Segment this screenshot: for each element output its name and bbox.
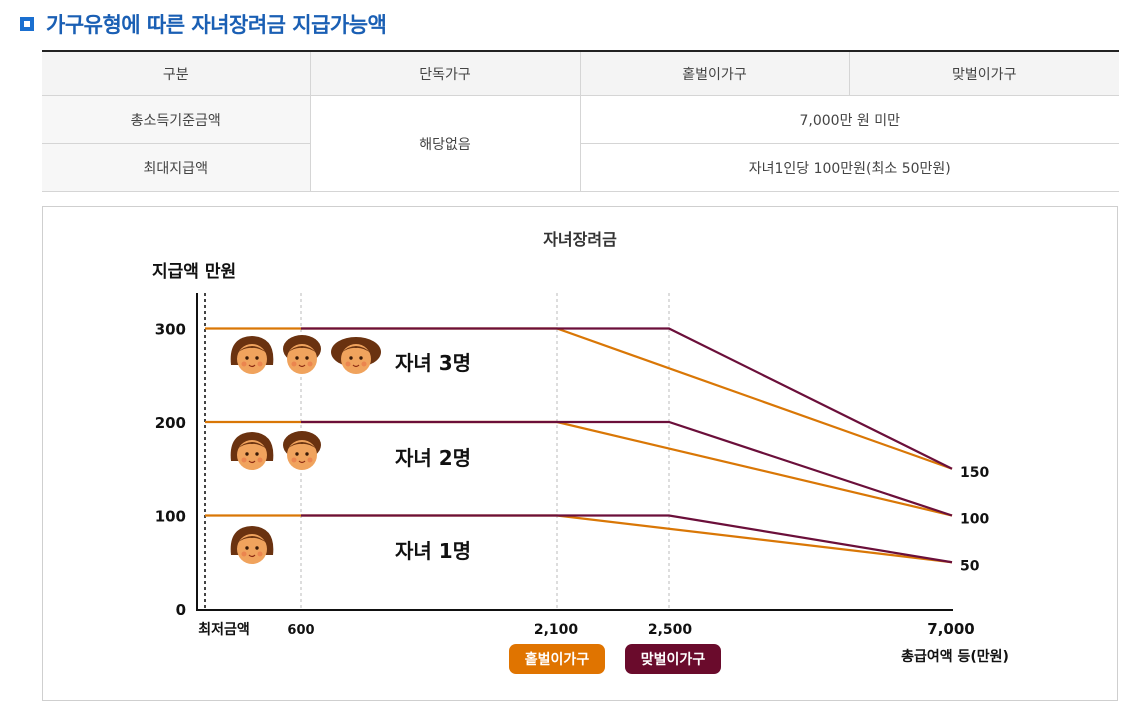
y-tick-label: 200 bbox=[155, 414, 186, 432]
x-tick-label: 2,500 bbox=[648, 622, 693, 638]
table-cell: 해당없음 bbox=[309, 95, 580, 192]
table-header-cell: 홑벌이가구 bbox=[579, 50, 849, 96]
child-face-icon bbox=[331, 337, 381, 374]
table-header-cell: 단독가구 bbox=[309, 50, 580, 96]
x-tick-label: 600 bbox=[287, 623, 314, 638]
series-line bbox=[205, 514, 953, 564]
legend-dual-income: 맞벌이가구 bbox=[625, 644, 721, 674]
table-header-cell: 맞벌이가구 bbox=[848, 50, 1119, 96]
child-count-label: 자녀 3명 bbox=[395, 351, 471, 375]
series-line bbox=[301, 514, 953, 564]
x-tick-label: 2,100 bbox=[534, 622, 579, 638]
right-value-label: 100 bbox=[960, 512, 989, 528]
page-title: 가구유형에 따른 자녀장려금 지급가능액 bbox=[46, 13, 387, 37]
child-count-label: 자녀 1명 bbox=[395, 539, 471, 563]
row-label: 총소득기준금액 bbox=[42, 95, 310, 144]
child-count-label: 자녀 2명 bbox=[395, 446, 471, 470]
table-header-row: 구분 단독가구 홑벌이가구 맞벌이가구 bbox=[42, 50, 1119, 96]
child-face-icon bbox=[230, 526, 274, 564]
table-row: 총소득기준금액 해당없음 7,000만 원 미만 bbox=[42, 95, 1119, 192]
right-value-label: 50 bbox=[960, 558, 980, 574]
y-tick-label: 300 bbox=[155, 321, 186, 339]
right-value-label: 150 bbox=[960, 465, 989, 481]
chart-panel bbox=[42, 206, 1118, 701]
square-bullet-icon bbox=[20, 17, 34, 31]
info-table: 구분 단독가구 홑벌이가구 맞벌이가구 총소득기준금액 해당없음 7,000만 … bbox=[42, 50, 1119, 192]
x-tick-label: 최저금액 bbox=[198, 621, 250, 638]
legend-single-income: 홑벌이가구 bbox=[509, 644, 605, 674]
x-axis-label: 총급여액 등(만원) bbox=[901, 648, 1009, 665]
table-row: 최대지급액 자녀1인당 100만원(최소 50만원) bbox=[42, 143, 1119, 192]
row-label: 최대지급액 bbox=[42, 143, 310, 192]
y-tick-label: 0 bbox=[176, 601, 186, 619]
child-face-icon bbox=[283, 431, 321, 470]
table-cell: 7,000만 원 미만 bbox=[579, 95, 1119, 144]
y-axis-label: 지급액 만원 bbox=[152, 262, 236, 282]
table-cell: 자녀1인당 100만원(최소 50만원) bbox=[579, 143, 1119, 192]
child-face-icon bbox=[230, 336, 274, 374]
table-header-cell: 구분 bbox=[42, 50, 310, 96]
child-face-icon bbox=[283, 335, 321, 374]
series-line bbox=[301, 420, 953, 517]
x-tick-label: 7,000 bbox=[927, 620, 974, 638]
child-face-icon bbox=[230, 432, 274, 470]
y-tick-label: 100 bbox=[155, 508, 186, 526]
series-line bbox=[205, 420, 953, 517]
section-heading: 가구유형에 따른 자녀장려금 지급가능액 bbox=[20, 10, 387, 38]
series-line bbox=[301, 327, 953, 470]
chart-title: 자녀장려금 bbox=[543, 230, 617, 249]
